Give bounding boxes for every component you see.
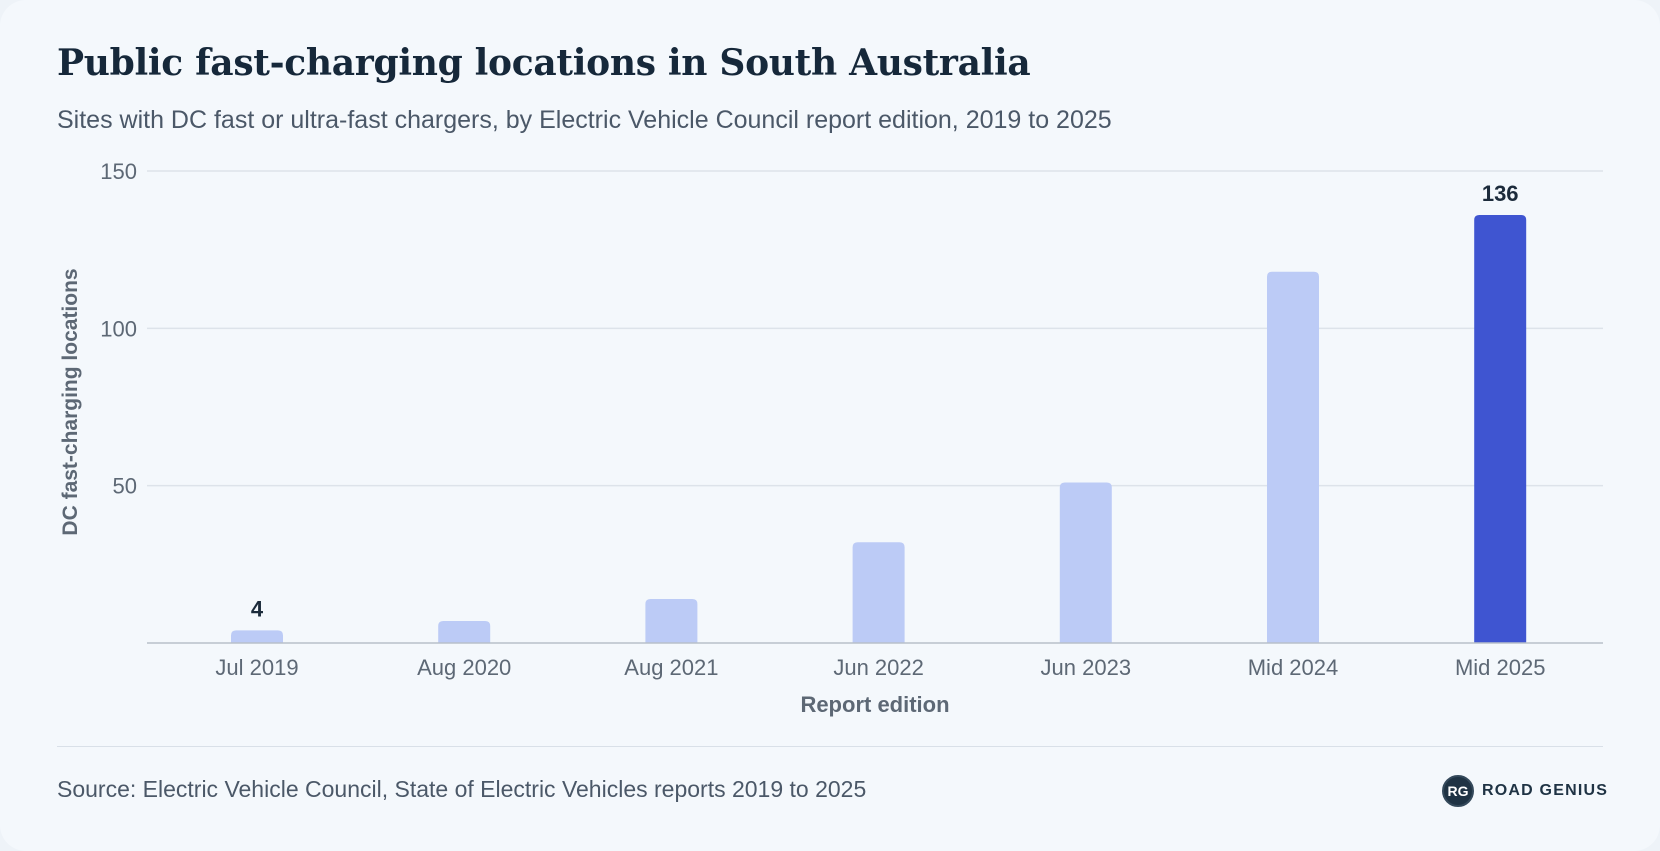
brand-badge-icon: RG: [1442, 775, 1474, 807]
bar-jul-2019: [231, 630, 283, 643]
x-tick-label: Jun 2023: [1041, 655, 1132, 680]
bar-mid-2025: [1474, 215, 1527, 643]
source-note: Source: Electric Vehicle Council, State …: [57, 776, 867, 802]
chart-title: Public fast-charging locations in South …: [57, 42, 1031, 84]
bar-aug-2020: [438, 620, 491, 643]
bar-jun-2023: [1059, 482, 1112, 643]
y-axis-title: DC fast-charging locations: [59, 268, 82, 535]
x-tick-label: Mid 2024: [1248, 655, 1339, 680]
data-labels: 4 136: [251, 181, 1519, 621]
bar-aug-2021: [645, 598, 698, 643]
data-label: 4: [251, 596, 264, 621]
data-label: 136: [1482, 181, 1519, 206]
x-tick-label: Jul 2019: [215, 655, 298, 680]
chart-subtitle: Sites with DC fast or ultra-fast charger…: [57, 106, 1112, 134]
bar-mid-2024: [1267, 271, 1319, 643]
y-tick-label: 150: [100, 159, 137, 184]
x-tick-label: Mid 2025: [1455, 655, 1546, 680]
x-tick-label: Aug 2020: [417, 655, 511, 680]
x-axis-title: Report edition: [800, 692, 949, 717]
brand-name: ROAD GENIUS: [1482, 782, 1609, 799]
x-axis-ticks: Jul 2019 Aug 2020 Aug 2021 Jun 2022 Jun 2023…: [215, 655, 1545, 680]
bar-jun-2022: [852, 542, 905, 643]
y-tick-label: 50: [113, 474, 137, 499]
bars: [231, 215, 1527, 643]
y-axis-ticks: 50 100 150: [100, 159, 137, 499]
brand-logo[interactable]: RG ROAD GENIUS: [1442, 775, 1608, 807]
x-tick-label: Aug 2021: [624, 655, 718, 680]
footer-divider: [57, 746, 1603, 747]
gridlines: [147, 170, 1603, 487]
y-tick-label: 100: [100, 316, 137, 341]
x-tick-label: Jun 2022: [833, 655, 924, 680]
